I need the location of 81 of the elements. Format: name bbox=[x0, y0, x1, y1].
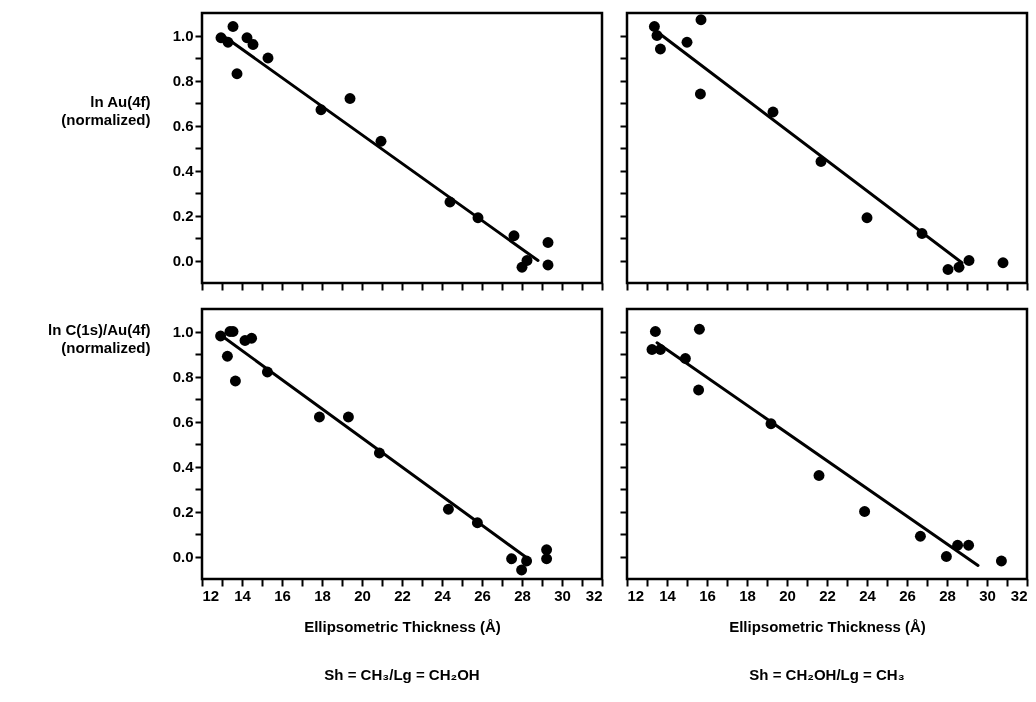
x-tick-label: 22 bbox=[819, 586, 836, 604]
point bbox=[914, 530, 926, 542]
point bbox=[375, 135, 387, 147]
point bbox=[246, 332, 258, 344]
point bbox=[521, 555, 533, 567]
point bbox=[940, 551, 952, 562]
point bbox=[648, 21, 660, 32]
x-tick-label: 14 bbox=[659, 586, 677, 604]
point bbox=[813, 470, 825, 481]
text: Sh = CH₃/Lg = CH₂OH bbox=[324, 666, 480, 683]
y-tick-label: 0.8 bbox=[172, 368, 194, 385]
point bbox=[767, 106, 779, 118]
y-tick-label: 0.2 bbox=[172, 503, 194, 520]
point bbox=[229, 375, 241, 387]
point bbox=[942, 264, 954, 275]
point bbox=[542, 237, 554, 248]
x-tick-label: 20 bbox=[779, 586, 796, 604]
x-tick-label: 32 bbox=[1010, 586, 1028, 604]
point bbox=[508, 230, 520, 242]
point bbox=[963, 539, 975, 551]
point bbox=[221, 350, 233, 362]
x-tick-label: 32 bbox=[585, 586, 603, 604]
point bbox=[861, 212, 873, 224]
point bbox=[995, 555, 1007, 567]
x-axis-title: Ellipsometric Thickness (Å) bbox=[304, 617, 501, 635]
text: Sh = CH₂OH/Lg = CH₃ bbox=[749, 666, 905, 683]
x-tick-label: 18 bbox=[314, 586, 331, 604]
y-tick-label: 0.6 bbox=[172, 117, 194, 134]
point bbox=[963, 255, 975, 266]
y-tick-label: 0.2 bbox=[172, 207, 194, 224]
x-tick-label: 30 bbox=[979, 586, 996, 604]
point bbox=[442, 503, 454, 515]
x-tick-label: 20 bbox=[354, 586, 371, 604]
y-tick-label: 0.6 bbox=[172, 413, 194, 430]
y-tick-label: 0.4 bbox=[172, 458, 195, 475]
point bbox=[694, 88, 706, 100]
point bbox=[506, 553, 518, 565]
point bbox=[997, 257, 1009, 269]
point bbox=[681, 36, 693, 48]
x-tick-label: 26 bbox=[474, 586, 491, 604]
point bbox=[541, 544, 553, 556]
x-tick-label: 14 bbox=[234, 586, 252, 604]
x-tick-label: 18 bbox=[739, 586, 756, 604]
x-axis-title: Ellipsometric Thickness (Å) bbox=[729, 617, 926, 635]
point bbox=[262, 52, 274, 64]
point bbox=[859, 506, 871, 517]
point bbox=[313, 411, 325, 423]
y-axis-title: ln Au(4f) (normalized) bbox=[61, 92, 151, 128]
x-tick-label: 12 bbox=[202, 586, 220, 604]
point bbox=[342, 411, 354, 423]
point bbox=[247, 39, 259, 50]
point bbox=[695, 14, 707, 26]
x-tick-label: 26 bbox=[899, 586, 916, 604]
point bbox=[227, 21, 239, 32]
y-tick-label: 0.8 bbox=[172, 72, 194, 89]
x-tick-label: 16 bbox=[699, 586, 716, 604]
x-tick-label: 16 bbox=[274, 586, 291, 604]
point bbox=[344, 93, 356, 104]
x-tick-label: 24 bbox=[434, 586, 452, 604]
point bbox=[693, 384, 705, 396]
point bbox=[521, 255, 533, 266]
point bbox=[649, 326, 661, 337]
point bbox=[541, 553, 553, 565]
x-tick-label: 28 bbox=[939, 586, 956, 604]
y-axis-title: ln C(1s)/Au(4f) (normalized) bbox=[48, 320, 151, 356]
y-tick-label: 0.0 bbox=[172, 548, 194, 565]
point bbox=[231, 68, 243, 80]
x-tick-label: 28 bbox=[514, 586, 531, 604]
y-tick-label: 1.0 bbox=[172, 27, 194, 44]
x-tick-label: 30 bbox=[554, 586, 571, 604]
x-tick-label: 22 bbox=[394, 586, 411, 604]
point bbox=[953, 261, 965, 273]
point bbox=[542, 259, 554, 271]
x-tick-label: 12 bbox=[627, 586, 645, 604]
point bbox=[693, 323, 705, 335]
y-tick-label: 0.0 bbox=[172, 252, 194, 269]
x-tick-label: 24 bbox=[859, 586, 877, 604]
point bbox=[516, 564, 528, 576]
point bbox=[654, 43, 666, 55]
y-tick-label: 1.0 bbox=[172, 323, 194, 340]
y-tick-label: 0.4 bbox=[172, 162, 195, 179]
